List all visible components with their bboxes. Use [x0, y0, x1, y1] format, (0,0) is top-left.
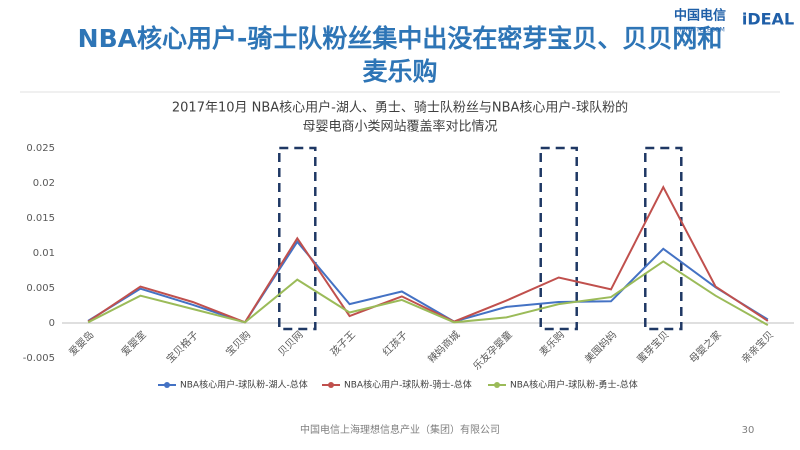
legend-label: NBA核心用户-球队粉-骑士-总体: [344, 379, 472, 391]
y-tick-label: 0.015: [26, 213, 55, 224]
logo-telecom: 中国电信: [674, 8, 726, 24]
legend-marker: [164, 382, 170, 388]
slide-title: NBA核心用户-骑士队粉丝集中出没在密芽宝贝、贝贝网和: [78, 24, 723, 53]
y-tick-label: 0.005: [26, 283, 55, 294]
y-tick-label: 0.01: [33, 248, 55, 259]
y-tick-label: -0.005: [23, 353, 55, 364]
y-tick-label: 0.02: [33, 178, 55, 189]
series-line: [87, 240, 769, 324]
slide-title: 麦乐购: [362, 57, 437, 86]
legend-label: NBA核心用户-球队粉-勇士-总体: [510, 379, 638, 391]
legend-marker: [494, 382, 500, 388]
y-tick-label: 0.025: [26, 143, 55, 154]
highlight-box: [539, 146, 578, 331]
series-line: [87, 185, 769, 324]
chart-title: 母婴电商小类网站覆盖率对比情况: [302, 119, 497, 135]
highlight-box: [278, 146, 317, 331]
y-tick-label: 0: [49, 318, 55, 329]
footer: 中国电信上海理想信息产业（集团）有限公司: [300, 423, 500, 436]
chart-title: 2017年10月 NBA核心用户-湖人、勇士、骑士队粉丝与NBA核心用户-球队粉…: [172, 100, 628, 116]
highlight-box: [644, 146, 683, 331]
legend-label: NBA核心用户-球队粉-湖人-总体: [180, 379, 308, 391]
logo-telecom-en: CHINA TELECOM: [675, 27, 725, 34]
series-line: [87, 260, 769, 326]
logo-ideal: iDEAL: [742, 10, 794, 29]
legend-marker: [328, 382, 334, 388]
page-number: 30: [742, 425, 755, 436]
